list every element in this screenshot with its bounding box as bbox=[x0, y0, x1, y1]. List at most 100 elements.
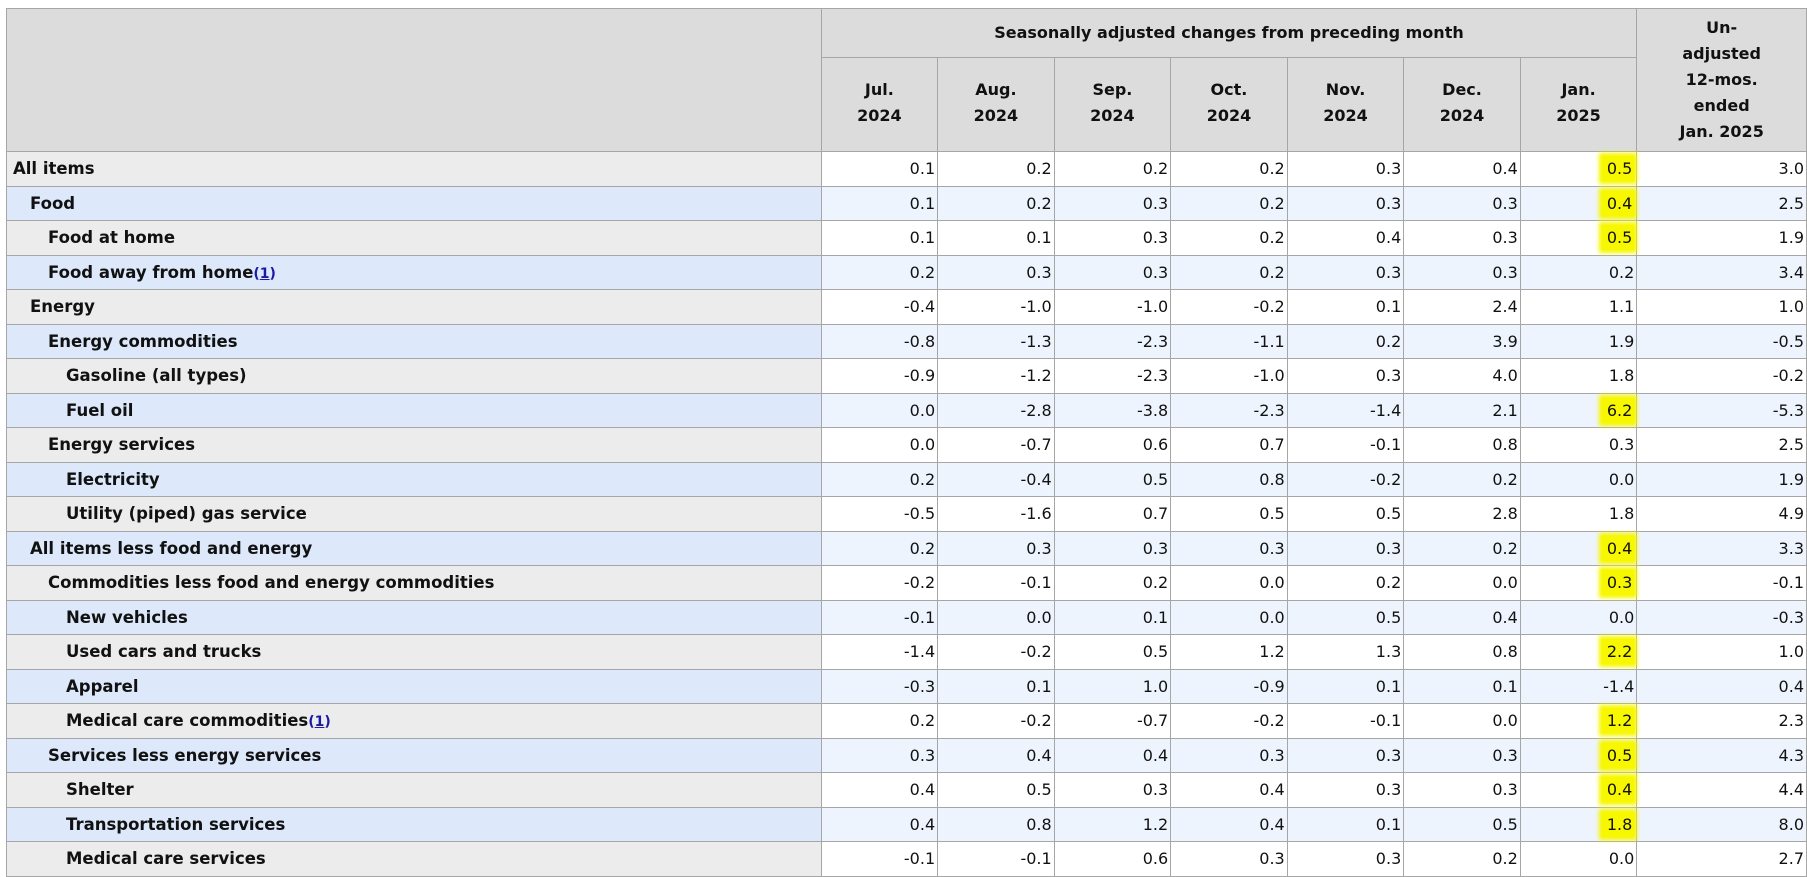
table-row: Energy commodities -0.8 -1.3 -2.3 -1.1 0.2 3.9… bbox=[6, 323, 1807, 359]
value-text: -1.0 bbox=[1136, 297, 1169, 317]
value-cell: 0.1 bbox=[820, 151, 939, 187]
value-cell: 0.0 bbox=[1403, 703, 1521, 739]
row-label: Energy bbox=[6, 289, 822, 325]
value-cell: 0.5 bbox=[1519, 220, 1638, 256]
value-text: 0.7 bbox=[1259, 435, 1285, 455]
row-label: Food away from home(1) bbox=[6, 254, 822, 290]
table-row: New vehicles -0.1 0.0 0.1 0.0 0.5 0.4 0.0 -0.3 bbox=[6, 599, 1807, 635]
value-cell: 0.3 bbox=[1403, 254, 1521, 290]
value-text: 1.3 bbox=[1375, 642, 1402, 662]
footnote-number[interactable]: 1 bbox=[259, 265, 270, 282]
table-row: Used cars and trucks -1.4 -0.2 0.5 1.2 1.3 0.8… bbox=[6, 634, 1807, 670]
row-label: Medical care commodities(1) bbox=[6, 703, 822, 739]
value-cell: 1.8 bbox=[1519, 358, 1638, 394]
value-cell: 0.2 bbox=[1053, 151, 1172, 187]
highlighted-value: 2.2 bbox=[1601, 639, 1635, 665]
row-label: Energy services bbox=[6, 427, 822, 463]
unadjusted-value-cell: 2.7 bbox=[1636, 841, 1807, 877]
value-text: 0.1 bbox=[909, 159, 936, 179]
value-text: 0.0 bbox=[1608, 607, 1635, 627]
value-text: -0.9 bbox=[903, 366, 936, 386]
value-cell: 0.3 bbox=[1053, 185, 1172, 221]
value-text: 0.2 bbox=[1608, 262, 1635, 282]
value-cell: 0.4 bbox=[937, 737, 1055, 773]
value-cell: -0.9 bbox=[820, 358, 939, 394]
footnote-link[interactable]: (1) bbox=[308, 714, 331, 731]
unadjusted-value-cell: -0.3 bbox=[1636, 599, 1807, 635]
unadjusted-value-cell: 0.4 bbox=[1636, 668, 1807, 704]
value-text: 0.0 bbox=[1492, 711, 1518, 731]
unadjusted-value-text: 3.0 bbox=[1778, 159, 1804, 179]
value-text: 0.1 bbox=[1375, 676, 1402, 696]
value-cell: -1.4 bbox=[820, 634, 939, 670]
value-text: -0.2 bbox=[903, 573, 936, 593]
value-text: 0.2 bbox=[1492, 849, 1518, 869]
footnote-number[interactable]: 1 bbox=[314, 714, 325, 731]
value-cell: -2.3 bbox=[1170, 392, 1288, 428]
value-cell: -2.8 bbox=[937, 392, 1055, 428]
value-text: 0.3 bbox=[1492, 780, 1518, 800]
value-cell: -0.1 bbox=[937, 565, 1055, 601]
footnote-link[interactable]: (1) bbox=[253, 265, 276, 282]
period-month: Nov. bbox=[1325, 79, 1366, 99]
row-label-text: Medical care services bbox=[66, 849, 266, 869]
highlighted-value: 0.4 bbox=[1601, 190, 1635, 216]
value-cell: 0.3 bbox=[1170, 530, 1288, 566]
value-text: 0.4 bbox=[1492, 607, 1518, 627]
value-cell: 0.1 bbox=[937, 668, 1055, 704]
value-cell: 0.3 bbox=[1286, 185, 1405, 221]
value-cell: 1.8 bbox=[1519, 496, 1638, 532]
row-label-text: Electricity bbox=[66, 469, 160, 489]
value-text: 3.9 bbox=[1492, 331, 1518, 351]
unadjusted-value-cell: -0.1 bbox=[1636, 565, 1807, 601]
row-label-text: Gasoline (all types) bbox=[66, 366, 247, 386]
row-label: Electricity bbox=[6, 461, 822, 497]
value-text: -0.4 bbox=[1020, 469, 1052, 489]
value-cell: 0.3 bbox=[1519, 565, 1638, 601]
value-text: 1.1 bbox=[1608, 297, 1635, 317]
period-month: Jan. bbox=[1561, 79, 1596, 99]
value-cell: -0.4 bbox=[820, 289, 939, 325]
cpi-table: Seasonally adjusted changes from precedi… bbox=[6, 8, 1807, 877]
unadjusted-line-4: ended bbox=[1693, 96, 1750, 115]
table-row: Energy -0.4 -1.0 -1.0 -0.2 0.1 2.4 1.1 1.0 bbox=[6, 289, 1807, 325]
value-text: 0.2 bbox=[1026, 159, 1052, 179]
value-text: -0.8 bbox=[903, 331, 936, 351]
row-label-text: Food away from home bbox=[48, 262, 254, 282]
value-cell: -0.4 bbox=[937, 461, 1055, 497]
value-cell: 0.3 bbox=[1053, 530, 1172, 566]
period-header-nov-2024: Nov. 2024 bbox=[1286, 57, 1405, 152]
value-cell: 1.2 bbox=[1519, 703, 1638, 739]
value-text: 0.3 bbox=[1142, 780, 1169, 800]
value-cell: 2.4 bbox=[1403, 289, 1521, 325]
highlighted-value: 0.3 bbox=[1601, 570, 1635, 596]
row-label-text: Used cars and trucks bbox=[66, 642, 262, 662]
unadjusted-12-month-header: Un- adjusted 12-mos. ended Jan. 2025 bbox=[1636, 8, 1807, 152]
unadjusted-line-3: 12-mos. bbox=[1685, 70, 1758, 89]
period-header-jul-2024: Jul. 2024 bbox=[820, 57, 939, 152]
value-cell: 0.4 bbox=[1053, 737, 1172, 773]
value-text: 0.3 bbox=[1375, 193, 1402, 213]
row-label: Shelter bbox=[6, 772, 822, 808]
value-cell: -1.0 bbox=[1170, 358, 1288, 394]
unadjusted-value-text: 1.9 bbox=[1778, 469, 1804, 489]
row-label: All items less food and energy bbox=[6, 530, 822, 566]
value-text: 0.2 bbox=[909, 538, 936, 558]
value-cell: 0.5 bbox=[1053, 461, 1172, 497]
value-text: 0.2 bbox=[1375, 573, 1402, 593]
value-text: 0.4 bbox=[909, 780, 936, 800]
value-cell: 0.0 bbox=[1519, 461, 1638, 497]
period-header-sep-2024: Sep. 2024 bbox=[1053, 57, 1172, 152]
highlighted-value: 0.4 bbox=[1601, 535, 1635, 561]
value-cell: -0.3 bbox=[820, 668, 939, 704]
value-text: 0.3 bbox=[1375, 780, 1402, 800]
value-text: 0.0 bbox=[1608, 849, 1635, 869]
value-cell: 0.5 bbox=[1286, 496, 1405, 532]
value-cell: 1.2 bbox=[1170, 634, 1288, 670]
value-cell: 0.4 bbox=[1170, 806, 1288, 842]
value-text: -0.2 bbox=[1020, 711, 1052, 731]
row-label: Commodities less food and energy commodi… bbox=[6, 565, 822, 601]
row-label: Transportation services bbox=[6, 806, 822, 842]
value-cell: 0.5 bbox=[1170, 496, 1288, 532]
value-text: -0.1 bbox=[1370, 435, 1402, 455]
